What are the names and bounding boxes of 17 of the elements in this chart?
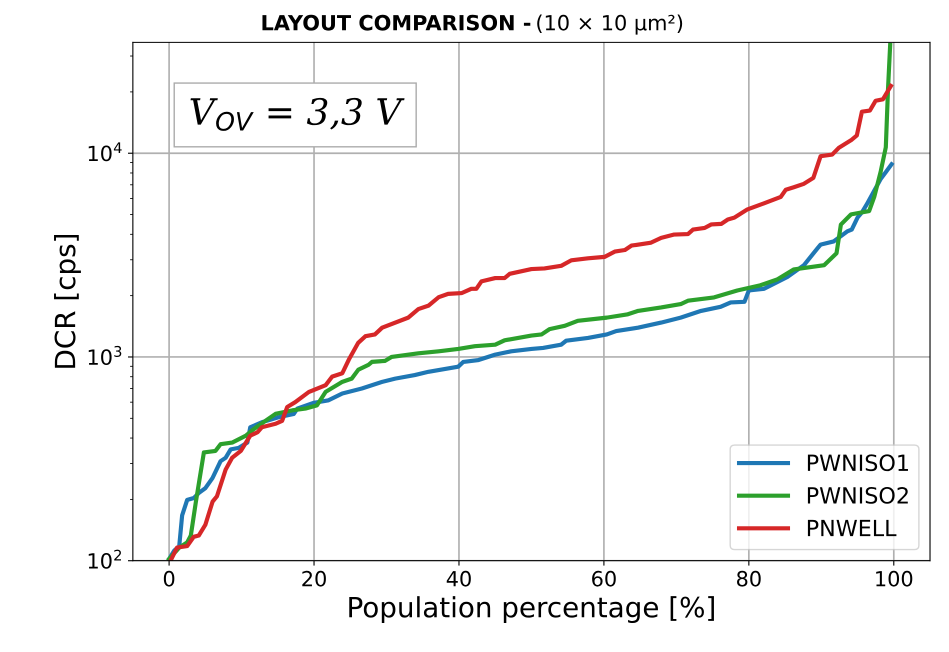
y-tick-label: 10$^{2}$ <box>88 550 121 569</box>
x-axis-title: Population percentage [%] <box>349 596 714 624</box>
y-tick-label: 10$^{4}$ <box>88 142 122 162</box>
x-tick-label: 80 <box>737 570 761 587</box>
x-tick-label: 60 <box>592 570 616 587</box>
x-tick-label: 40 <box>446 570 471 587</box>
legend-label: PWNISO1 <box>808 454 908 472</box>
annotation: V$_{OV}$ = 3,3 V <box>190 98 405 131</box>
chart-title: LAYOUT COMPARISON - <box>262 14 530 31</box>
y-tick-label: 10$^{3}$ <box>88 346 122 366</box>
legend-label: PWNISO2 <box>808 486 908 504</box>
x-tick-label: 20 <box>302 570 326 587</box>
chart-subtitle: (10 × 10 μm²) <box>537 14 682 35</box>
y-axis-title: DCR [cps] <box>54 234 81 368</box>
x-tick-label: 0 <box>164 570 174 587</box>
x-tick-label: 100 <box>876 570 912 587</box>
legend-label: PNWELL <box>808 520 896 536</box>
